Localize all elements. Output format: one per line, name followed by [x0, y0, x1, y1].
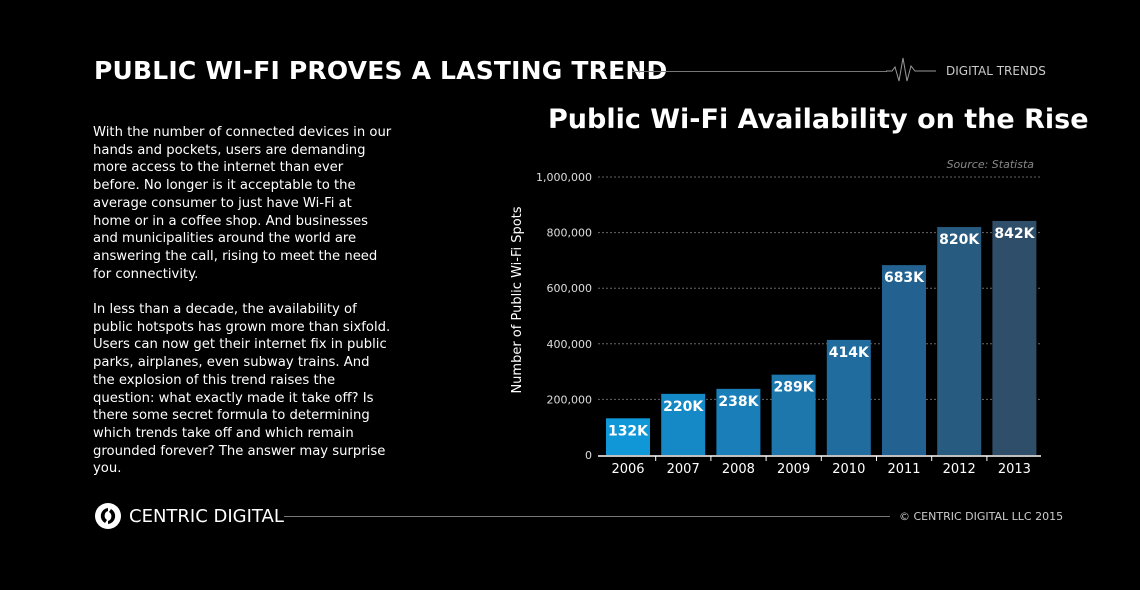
chart-title: Public Wi-Fi Availability on the Rise — [548, 104, 1089, 135]
data-label: 289K — [774, 380, 815, 396]
x-tick-label: 2008 — [722, 462, 755, 477]
page-title: PUBLIC WI-FI PROVES A LASTING TREND — [94, 56, 668, 85]
data-label: 683K — [884, 270, 925, 286]
bar — [882, 265, 926, 455]
bar — [771, 374, 816, 455]
footer-divider — [284, 516, 890, 517]
x-tick-label: 2012 — [943, 462, 976, 477]
brand-label: DIGITAL TRENDS — [946, 64, 1046, 78]
x-tick-label: 2011 — [887, 462, 920, 477]
y-axis-label: Number of Public Wi-Fi Spots — [510, 206, 525, 393]
data-label: 132K — [608, 423, 649, 439]
paragraph: In less than a decade, the availability … — [93, 302, 391, 477]
paragraph: With the number of connected devices in … — [93, 125, 392, 282]
pulse-icon — [886, 57, 936, 82]
centric-logo-icon — [95, 503, 121, 529]
copyright: © CENTRIC DIGITAL LLC 2015 — [899, 510, 1064, 523]
source-label: Source: Statista — [947, 158, 1035, 171]
header-divider — [632, 71, 887, 72]
x-tick-label: 2007 — [667, 462, 700, 477]
x-tick-label: 2010 — [832, 462, 865, 477]
data-label: 820K — [939, 232, 980, 248]
company-name: CENTRIC DIGITAL — [129, 505, 284, 527]
data-label: 842K — [994, 226, 1035, 242]
bar — [937, 227, 982, 455]
bar — [661, 393, 706, 455]
body-text: With the number of connected devices in … — [93, 124, 393, 496]
bar — [716, 388, 761, 455]
x-tick-label: 2009 — [777, 462, 810, 477]
y-tick-label: 600,000 — [547, 282, 593, 295]
data-label: 220K — [663, 399, 704, 415]
data-label: 414K — [829, 345, 870, 361]
y-tick-label: 0 — [585, 449, 592, 462]
bar — [606, 418, 650, 455]
x-tick-label: 2006 — [611, 462, 644, 477]
bar — [826, 339, 871, 455]
x-tick-label: 2013 — [998, 462, 1031, 477]
y-tick-label: 1,000,000 — [536, 171, 592, 184]
company-logo: CENTRIC DIGITAL — [94, 502, 284, 530]
y-tick-label: 200,000 — [547, 393, 593, 406]
data-label: 238K — [718, 394, 759, 410]
bar — [992, 220, 1037, 455]
y-tick-label: 400,000 — [547, 338, 593, 351]
y-tick-label: 800,000 — [547, 227, 593, 240]
